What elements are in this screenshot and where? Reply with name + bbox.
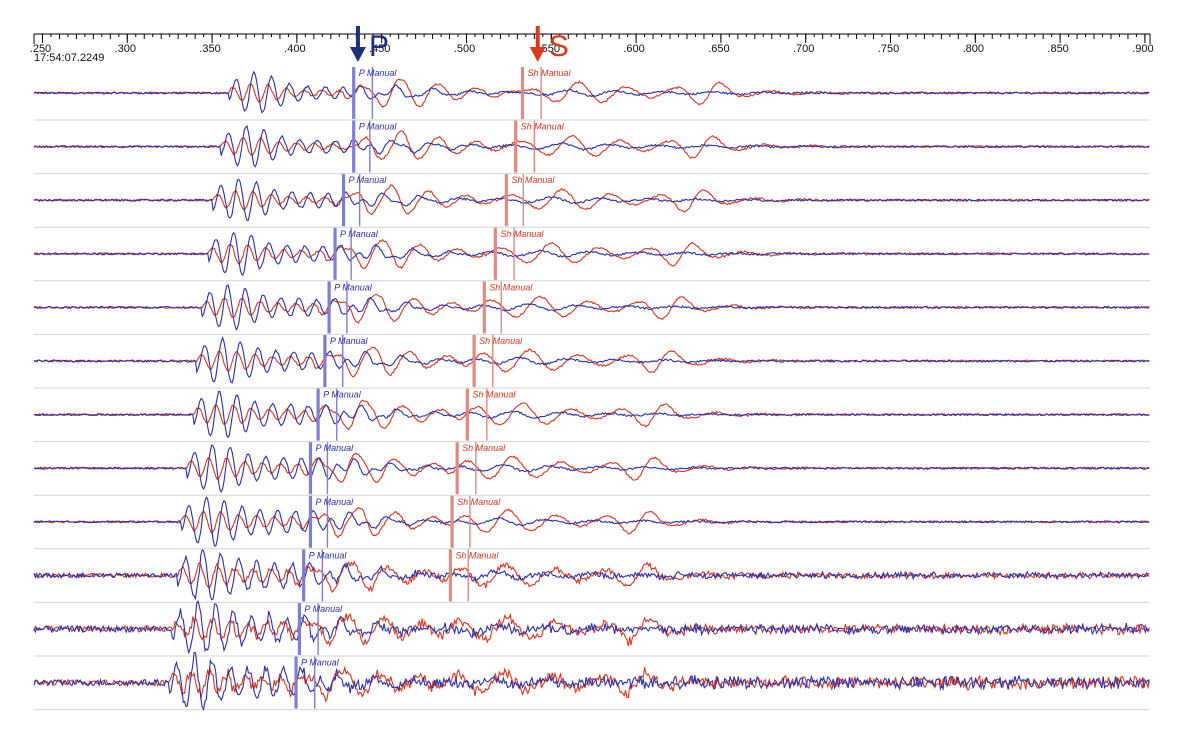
phase-letter: P (369, 30, 389, 63)
arrow-head (349, 47, 366, 62)
p-pick-label: P Manual (334, 282, 373, 292)
s-pick-label: Sh Manual (527, 68, 571, 78)
s-pick-label: Sh Manual (521, 122, 565, 132)
trace-row[interactable]: P Manual Sh Manual (33, 549, 1150, 603)
tick-label: .250 (30, 43, 51, 55)
s-pick-label: Sh Manual (479, 336, 523, 346)
s-pick-label: Sh Manual (462, 443, 506, 453)
p-pick-label: P Manual (315, 443, 354, 453)
trace-row[interactable]: P Manual Sh Manual (33, 495, 1150, 550)
trace-row[interactable]: P Manual (33, 600, 1150, 657)
phase-letter: S (549, 30, 569, 63)
trace-blue-component (33, 178, 1150, 222)
s-arrival-marker: S (529, 26, 569, 63)
trace-row[interactable]: P Manual (33, 651, 1150, 711)
p-pick-label: P Manual (340, 229, 379, 239)
tick-label: .500 (454, 43, 475, 55)
p-pick-label: P Manual (349, 175, 388, 185)
p-pick-label: P Manual (359, 122, 398, 132)
trace-row[interactable]: P Manual Sh Manual (33, 281, 1150, 335)
tick-label: .900 (1132, 43, 1153, 55)
trace-red-component (33, 612, 1150, 648)
p-pick-label: P Manual (330, 336, 369, 346)
p-pick-label: P Manual (301, 658, 340, 668)
p-pick-label: P Manual (304, 604, 343, 614)
trace-blue-component (33, 496, 1150, 547)
start-time-label: 17:54:07.2249 (34, 52, 104, 64)
s-pick-label: Sh Manual (511, 175, 555, 185)
tick-label: .800 (963, 43, 984, 55)
s-pick-label: Sh Manual (500, 229, 544, 239)
tick-label: .450 (369, 43, 390, 55)
s-pick-label: Sh Manual (457, 497, 501, 507)
p-pick-label: P Manual (359, 68, 398, 78)
time-axis: .250 .300 .350 .400 .450 .500 .550 .600 .650 .700… (30, 33, 1154, 55)
trace-red-component (33, 130, 1150, 161)
trace-row[interactable]: P Manual Sh Manual (33, 120, 1150, 175)
trace-blue-component (33, 231, 1150, 276)
tick-label: .300 (115, 43, 136, 55)
p-pick-label: P Manual (309, 550, 348, 560)
p-pick-label: P Manual (315, 497, 354, 507)
trace-red-component (33, 665, 1150, 703)
trace-red-component (33, 78, 1150, 108)
trace-blue-component (33, 284, 1150, 331)
tick-label: .400 (284, 43, 305, 55)
trace-blue-component (34, 70, 1150, 114)
tick-label: .850 (1047, 43, 1068, 55)
trace-red-component (33, 560, 1150, 593)
tick-label: .600 (623, 43, 644, 55)
tick-label: .650 (708, 43, 729, 55)
p-arrival-marker: P (349, 26, 389, 63)
tick-label: .350 (199, 43, 220, 55)
tick-label: .750 (878, 43, 899, 55)
trace-blue-component (33, 335, 1150, 384)
s-pick-label: Sh Manual (455, 550, 499, 560)
trace-row[interactable]: P Manual Sh Manual (33, 442, 1150, 496)
trace-blue-component (33, 444, 1150, 494)
trace-blue-component (33, 651, 1150, 711)
p-pick-label: P Manual (323, 390, 362, 400)
trace-row[interactable]: P Manual Sh Manual (33, 335, 1150, 389)
tick-label: .700 (793, 43, 814, 55)
trace-row[interactable]: P Manual Sh Manual (33, 388, 1150, 443)
trace-row[interactable]: P Manual Sh Manual (33, 227, 1150, 282)
trace-blue-component (33, 549, 1150, 601)
tick-label: .550 (539, 43, 560, 55)
trace-blue-component (33, 390, 1150, 439)
trace-red-component (34, 452, 1150, 483)
arrow-head (529, 47, 546, 62)
trace-row[interactable]: P Manual Sh Manual (33, 174, 1150, 228)
trace-row[interactable]: P Manual Sh Manual (33, 67, 1150, 121)
s-pick-label: Sh Manual (472, 390, 516, 400)
trace-blue-component (33, 600, 1150, 655)
s-pick-label: Sh Manual (489, 282, 533, 292)
trace-blue-component (33, 124, 1150, 168)
